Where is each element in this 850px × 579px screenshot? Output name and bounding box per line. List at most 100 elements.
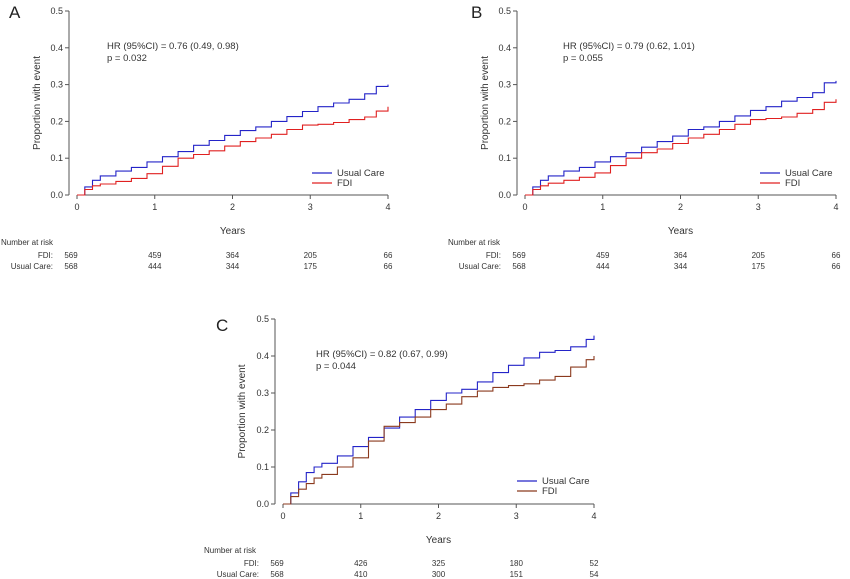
y-axis-label: Proportion with event: [237, 364, 248, 458]
y-tick-label: 0.2: [498, 116, 511, 126]
risk-count: 66: [384, 262, 393, 271]
y-tick-label: 0.3: [50, 80, 63, 90]
risk-row-label: Usual Care:: [459, 262, 501, 271]
x-tick-label: 0: [522, 202, 527, 212]
risk-row-label: FDI:: [244, 559, 259, 568]
risk-count: 325: [432, 559, 446, 568]
x-tick-label: 4: [833, 202, 838, 212]
legend-label-usual-care: Usual Care: [337, 168, 385, 179]
x-tick-label: 4: [591, 511, 596, 521]
risk-table-title: Number at risk: [448, 238, 501, 247]
risk-count: 444: [596, 262, 610, 271]
risk-row-label: Usual Care:: [217, 570, 259, 579]
x-axis-label: Years: [220, 226, 245, 237]
risk-count: 205: [752, 251, 766, 260]
km-curve-usual-care: [525, 80, 837, 196]
risk-count: 344: [674, 262, 688, 271]
risk-count: 569: [270, 559, 284, 568]
risk-count: 175: [304, 262, 318, 271]
x-tick-label: 4: [385, 202, 390, 212]
risk-count: 364: [674, 251, 688, 260]
risk-table-title: Number at risk: [204, 546, 257, 555]
x-tick-label: 3: [756, 202, 761, 212]
y-tick-label: 0.3: [256, 388, 269, 398]
risk-count: 364: [226, 251, 240, 260]
risk-count: 300: [432, 570, 446, 579]
km-panel-b: B 0.0 0.1 0.2 0.3 0.4 0.5 0 1 2 3 4 Years Proportion …: [448, 3, 841, 271]
x-tick-label: 1: [152, 202, 157, 212]
y-tick-label: 0.4: [256, 351, 269, 361]
hazard-ratio-annotation: HR (95%CI) = 0.79 (0.62, 1.01): [563, 41, 695, 52]
hazard-ratio-annotation: HR (95%CI) = 0.76 (0.49, 0.98): [107, 41, 239, 52]
x-tick-label: 0: [280, 511, 285, 521]
x-axis-label: Years: [426, 535, 451, 546]
x-tick-label: 2: [678, 202, 683, 212]
km-curve-fdi: [525, 99, 837, 196]
risk-count: 344: [226, 262, 240, 271]
y-tick-label: 0.5: [498, 6, 511, 16]
y-tick-label: 0.2: [256, 425, 269, 435]
risk-row-label: FDI:: [486, 251, 501, 260]
y-axis-label: Proportion with event: [480, 56, 491, 150]
p-value-annotation: p = 0.055: [563, 53, 603, 64]
risk-row-label: Usual Care:: [11, 262, 53, 271]
x-tick-label: 1: [358, 511, 363, 521]
km-panel-c: C 0.0 0.1 0.2 0.3 0.4 0.5 0 1 2 3 4 Years Proportion …: [204, 314, 599, 579]
y-tick-label: 0.1: [50, 153, 63, 163]
risk-count: 151: [510, 570, 524, 579]
risk-count: 66: [832, 251, 841, 260]
y-tick-label: 0.4: [498, 43, 511, 53]
risk-count: 444: [148, 262, 162, 271]
risk-count: 410: [354, 570, 368, 579]
x-axis-label: Years: [668, 226, 693, 237]
risk-count: 569: [512, 251, 526, 260]
y-tick-label: 0.5: [256, 314, 269, 324]
risk-count: 52: [590, 559, 599, 568]
risk-count: 459: [596, 251, 610, 260]
x-tick-label: 2: [436, 511, 441, 521]
legend-label-fdi: FDI: [542, 486, 557, 497]
risk-count: 459: [148, 251, 162, 260]
km-curve-fdi: [77, 106, 389, 196]
p-value-annotation: p = 0.044: [316, 361, 356, 372]
risk-count: 66: [384, 251, 393, 260]
km-curve-fdi: [283, 356, 595, 505]
legend-label-fdi: FDI: [785, 178, 800, 189]
risk-count: 568: [270, 570, 284, 579]
y-tick-label: 0.4: [50, 43, 63, 53]
panel-letter: B: [471, 3, 482, 22]
panel-letter: C: [216, 316, 228, 335]
y-tick-label: 0.0: [256, 499, 269, 509]
y-tick-label: 0.0: [498, 190, 511, 200]
legend-label-usual-care: Usual Care: [542, 476, 590, 487]
x-tick-label: 3: [308, 202, 313, 212]
risk-row-label: FDI:: [38, 251, 53, 260]
risk-count: 66: [832, 262, 841, 271]
risk-table-title: Number at risk: [1, 238, 54, 247]
y-tick-label: 0.0: [50, 190, 63, 200]
risk-count: 54: [590, 570, 599, 579]
risk-count: 205: [304, 251, 318, 260]
y-tick-label: 0.1: [256, 462, 269, 472]
y-tick-label: 0.5: [50, 6, 63, 16]
risk-count: 180: [510, 559, 524, 568]
y-tick-label: 0.1: [498, 153, 511, 163]
p-value-annotation: p = 0.032: [107, 53, 147, 64]
hazard-ratio-annotation: HR (95%CI) = 0.82 (0.67, 0.99): [316, 349, 448, 360]
x-tick-label: 0: [74, 202, 79, 212]
km-panel-a: A 0.0 0.1 0.2 0.3 0.4 0.5 0 1 2 3 4 Years Proportion …: [1, 3, 393, 271]
risk-count: 426: [354, 559, 368, 568]
legend-label-usual-care: Usual Care: [785, 168, 833, 179]
risk-count: 569: [64, 251, 78, 260]
risk-count: 568: [64, 262, 78, 271]
panel-letter: A: [9, 3, 21, 22]
y-tick-label: 0.2: [50, 116, 63, 126]
x-tick-label: 3: [514, 511, 519, 521]
risk-count: 568: [512, 262, 526, 271]
y-tick-label: 0.3: [498, 80, 511, 90]
risk-count: 175: [752, 262, 766, 271]
legend-label-fdi: FDI: [337, 178, 352, 189]
x-tick-label: 2: [230, 202, 235, 212]
y-axis-label: Proportion with event: [32, 56, 43, 150]
